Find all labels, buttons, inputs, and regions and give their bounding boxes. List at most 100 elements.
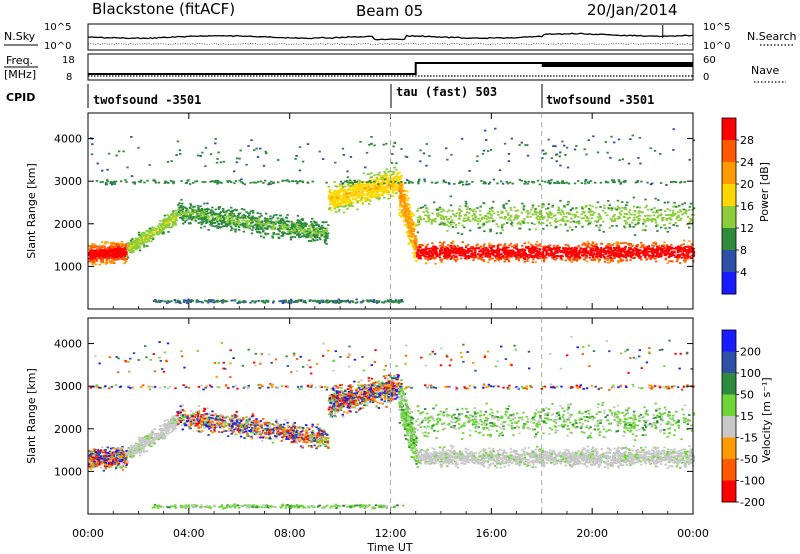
scatter-point	[626, 201, 629, 204]
scatter-point	[384, 172, 387, 175]
scatter-point	[340, 188, 343, 190]
scatter-point	[500, 256, 504, 258]
scatter-point	[497, 250, 500, 253]
scatter-point	[650, 208, 653, 211]
scatter-point	[641, 211, 644, 214]
scatter-point	[302, 226, 306, 229]
scatter-point	[381, 176, 384, 179]
scatter-point	[361, 190, 365, 193]
scatter-point	[581, 225, 584, 228]
scatter-point	[306, 228, 310, 231]
scatter-point	[198, 210, 201, 212]
scatter-point	[566, 203, 569, 206]
scatter-point	[680, 256, 684, 259]
scatter-point	[661, 250, 664, 252]
scatter-point	[675, 260, 678, 263]
scatter-point	[548, 248, 551, 251]
scatter-point	[572, 253, 575, 256]
scatter-point	[610, 209, 613, 212]
scatter-point	[503, 207, 506, 210]
scatter-point	[626, 218, 630, 220]
scatter-point	[667, 252, 671, 255]
scatter-point	[613, 254, 616, 257]
scatter-point	[92, 259, 96, 262]
scatter-point	[298, 226, 301, 229]
scatter-point	[168, 215, 171, 218]
scatter-point	[507, 246, 510, 249]
scatter-point	[616, 247, 620, 249]
scatter-point	[113, 254, 117, 256]
scatter-point	[656, 215, 660, 218]
scatter-point	[199, 210, 203, 213]
scatter-point	[460, 257, 463, 260]
scatter-point	[269, 215, 272, 218]
scatter-point	[660, 216, 664, 219]
scatter-point	[551, 206, 554, 208]
scatter-point	[582, 249, 585, 251]
scatter-point	[602, 254, 605, 256]
scatter-point	[120, 255, 124, 258]
scatter-point	[94, 254, 97, 257]
scatter-point	[684, 209, 687, 211]
scatter-point	[685, 210, 688, 212]
scatter-point	[141, 242, 144, 245]
scatter-point	[130, 244, 133, 247]
scatter-point	[504, 253, 508, 256]
scatter-point	[227, 209, 230, 212]
scatter-point	[638, 206, 642, 209]
scatter-point	[243, 216, 246, 219]
scatter-point	[379, 194, 382, 196]
scatter-point	[632, 252, 635, 255]
scatter-point	[595, 206, 598, 209]
scatter-point	[162, 219, 165, 222]
scatter-point	[571, 213, 575, 216]
scatter-point	[186, 211, 189, 214]
scatter-point	[559, 251, 563, 253]
scatter-point	[551, 256, 554, 259]
scatter-point	[500, 253, 503, 255]
scatter-point	[88, 245, 91, 247]
scatter-point	[370, 179, 373, 182]
scatter-point	[104, 242, 107, 245]
scatter-point	[414, 225, 417, 227]
scatter-point	[613, 214, 616, 216]
scatter-point	[533, 223, 536, 226]
scatter-point	[593, 252, 596, 255]
scatter-point	[434, 220, 437, 223]
scatter-point	[449, 195, 452, 198]
scatter-point	[370, 172, 373, 174]
scatter-point	[351, 187, 355, 190]
scatter-point	[547, 252, 550, 255]
scatter-point	[368, 191, 371, 194]
scatter-point	[231, 214, 234, 216]
scatter-point	[95, 251, 98, 254]
scatter-point	[348, 205, 351, 208]
scatter-point	[579, 249, 582, 251]
scatter-point	[381, 194, 384, 197]
scatter-point	[433, 257, 436, 260]
scatter-point	[116, 242, 120, 245]
scatter-point	[608, 251, 611, 253]
scatter-point	[343, 185, 346, 188]
scatter-point	[253, 224, 256, 227]
scatter-point	[654, 221, 658, 224]
scatter-point	[582, 242, 585, 245]
scatter-point	[93, 258, 96, 261]
scatter-point	[445, 254, 449, 256]
scatter-point	[345, 199, 349, 202]
scatter-point	[385, 174, 388, 176]
scatter-point	[603, 249, 607, 252]
scatter-point	[347, 197, 350, 200]
scatter-point	[371, 194, 374, 197]
scatter-point	[617, 261, 620, 264]
scatter-point	[519, 256, 522, 259]
scatter-point	[131, 238, 134, 240]
scatter-point	[189, 213, 192, 216]
scatter-point	[642, 244, 645, 246]
scatter-point	[343, 205, 347, 207]
scatter-point	[433, 252, 436, 254]
scatter-point	[391, 185, 394, 187]
scatter-point	[234, 225, 237, 228]
scatter-point	[348, 184, 351, 187]
scatter-point	[174, 223, 178, 226]
